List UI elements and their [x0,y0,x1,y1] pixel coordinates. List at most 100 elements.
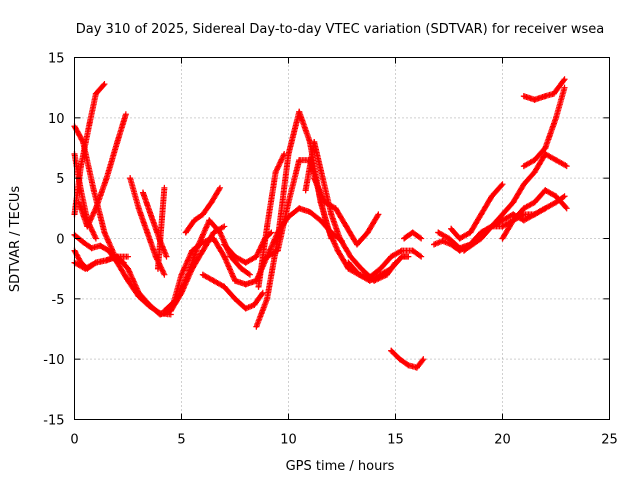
data-point [358,265,365,272]
data-point [268,229,275,236]
y-tick-label: 5 [56,172,64,187]
data-point [353,241,360,248]
data-point [80,239,87,246]
data-point [332,205,339,212]
data-point [420,356,427,363]
data-point [163,253,170,260]
data-point [520,217,527,224]
data-point [398,253,405,260]
data-point [264,295,271,302]
data-point [114,138,121,145]
data-point [336,235,343,242]
data-point [232,253,238,260]
data-point [347,253,354,260]
data-point [542,93,549,100]
series-track-23 [388,347,427,371]
data-point [105,247,112,254]
data-point [302,187,309,194]
data-point [178,271,185,278]
data-point [478,235,485,242]
data-point [242,259,249,266]
data-point [92,259,99,266]
data-point [542,187,549,194]
data-point [80,138,87,145]
data-point [103,175,110,182]
data-point [550,90,557,97]
data-point [561,193,568,200]
series-track-7 [71,253,131,272]
data-point [488,223,495,230]
data-point [311,138,318,145]
data-point [401,235,408,242]
data-point [97,242,104,249]
data-point [499,211,506,218]
data-point [563,205,570,212]
series-track-19 [302,138,399,284]
series-track-22 [401,229,425,242]
data-point [510,217,517,224]
data-point [251,301,258,308]
data-point [148,213,155,220]
data-point [553,114,559,121]
data-point [446,235,452,242]
data-point [531,157,538,164]
data-point [182,229,189,236]
data-point [90,187,97,194]
data-point [264,223,271,230]
series-trace [520,77,567,103]
y-tick-label: 0 [56,233,64,248]
series-track-21 [345,247,425,281]
data-point [139,189,146,196]
data-point [208,199,215,206]
data-point [88,245,95,252]
data-point [409,229,416,236]
data-point [210,277,217,284]
y-tick-label: -15 [43,414,64,429]
data-point [563,163,570,170]
data-point [125,265,131,272]
data-point [311,175,318,182]
data-point [217,184,224,191]
data-point [221,253,228,260]
x-axis-label: GPS time / hours [286,459,395,474]
data-point [189,247,196,254]
data-point [418,235,425,242]
data-point [499,181,506,188]
data-point [232,277,238,284]
data-point [296,157,303,164]
data-point [125,277,131,284]
data-point [161,184,168,191]
axis-ticks: 0 5 10 15 20 25 -15 -10 -5 0 5 10 15 [43,52,618,448]
series-track-13 [182,184,224,236]
data-point [542,145,549,151]
data-point [553,157,559,164]
data-point [281,151,288,158]
data-point [324,223,331,230]
data-point [82,265,89,272]
data-point [319,175,326,182]
data-point [191,217,198,224]
data-point [144,229,151,236]
data-point [246,271,253,278]
series-track-1 [71,81,108,218]
data-point [405,253,412,260]
data-point [306,208,313,215]
data-point [345,259,352,266]
data-point [469,241,476,248]
data-point [103,257,110,264]
data-point [92,235,99,242]
data-point [125,253,131,260]
data-point [157,311,164,318]
series-track-26 [448,181,506,242]
x-tick-label: 20 [494,433,511,448]
data-point [531,199,538,206]
data-point [199,247,206,254]
y-tick-label: 15 [48,52,65,67]
data-point [135,205,142,212]
data-point [206,217,213,224]
series-trace [448,182,505,242]
y-tick-label: 10 [48,112,65,127]
data-point [146,301,153,308]
data-point [356,271,363,278]
data-point [531,96,538,103]
